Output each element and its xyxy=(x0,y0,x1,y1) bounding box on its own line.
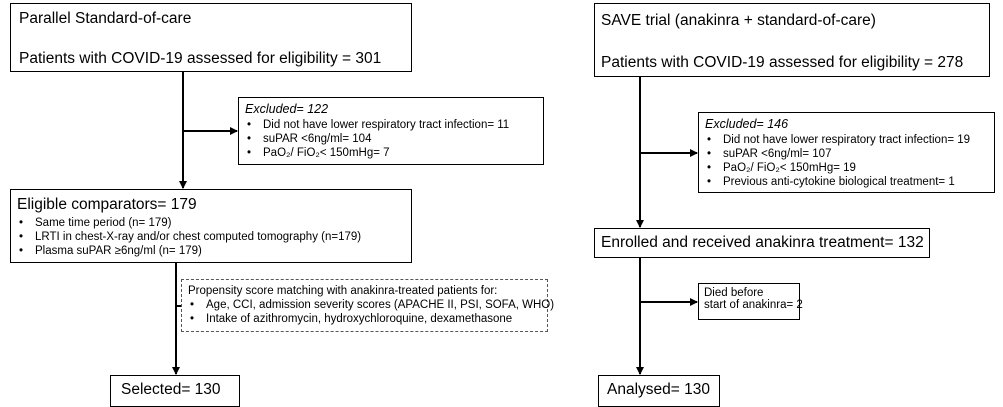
list-item: PaO₂/ FiO₂< 150mHg= 7 xyxy=(245,146,537,160)
left-excluded-box: Excluded= 122 Did not have lower respira… xyxy=(238,97,544,165)
list-item: Same time period (n= 179) xyxy=(17,216,405,230)
list-item: suPAR <6ng/ml= 104 xyxy=(245,132,537,146)
box-title: Excluded= 146 xyxy=(705,117,789,131)
list-item: PaO₂/ FiO₂< 150mHg= 19 xyxy=(705,161,988,175)
right-header-box: SAVE trial (anakinra + standard-of-care)… xyxy=(594,3,990,77)
box-text: Patients with COVID-19 assessed for elig… xyxy=(19,50,382,67)
box-title: Eligible comparators= 179 xyxy=(17,196,197,213)
left-header-box: Parallel Standard-of-care Patients with … xyxy=(10,3,412,72)
box-title: Propensity score matching with anakinra-… xyxy=(188,285,498,297)
list-item: Age, CCI, admission severity scores (APA… xyxy=(188,298,554,312)
analysed-box: Analysed= 130 xyxy=(598,375,720,407)
right-excluded-box: Excluded= 146 Did not have lower respira… xyxy=(698,112,995,193)
box-text: Analysed= 130 xyxy=(607,381,710,398)
list: Did not have lower respiratory tract inf… xyxy=(705,133,988,189)
list-item: Previous anti-cytokine biological treatm… xyxy=(705,175,988,189)
box-title: Excluded= 122 xyxy=(245,102,329,116)
box-text: Died before xyxy=(704,287,764,299)
box-title: Parallel Standard-of-care xyxy=(19,10,192,27)
list: Same time period (n= 179) LRTI in chest-… xyxy=(17,216,405,258)
box-text: Selected= 130 xyxy=(121,381,221,398)
left-eligible-box: Eligible comparators= 179 Same time peri… xyxy=(10,189,412,263)
box-title: SAVE trial (anakinra + standard-of-care) xyxy=(601,12,876,29)
list: Did not have lower respiratory tract inf… xyxy=(245,118,537,160)
list: Age, CCI, admission severity scores (APA… xyxy=(188,298,554,326)
box-text: start of anakinra= 2 xyxy=(704,299,803,311)
selected-box: Selected= 130 xyxy=(110,375,240,407)
list-item: Did not have lower respiratory tract inf… xyxy=(245,118,537,132)
enrolled-box: Enrolled and received anakinra treatment… xyxy=(594,228,930,258)
list-item: Plasma suPAR ≥6ng/ml (n= 179) xyxy=(17,244,405,258)
died-box: Died before start of anakinra= 2 xyxy=(698,283,803,320)
list-item: suPAR <6ng/ml= 107 xyxy=(705,147,988,161)
list-item: LRTI in chest-X-ray and/or chest compute… xyxy=(17,230,405,244)
box-text: Enrolled and received anakinra treatment… xyxy=(601,234,924,251)
list-item: Did not have lower respiratory tract inf… xyxy=(705,133,988,147)
box-text: Patients with COVID-19 assessed for elig… xyxy=(601,54,964,71)
list-item: Intake of azithromycin, hydroxychloroqui… xyxy=(188,312,541,326)
matching-box: Propensity score matching with anakinra-… xyxy=(181,279,554,332)
